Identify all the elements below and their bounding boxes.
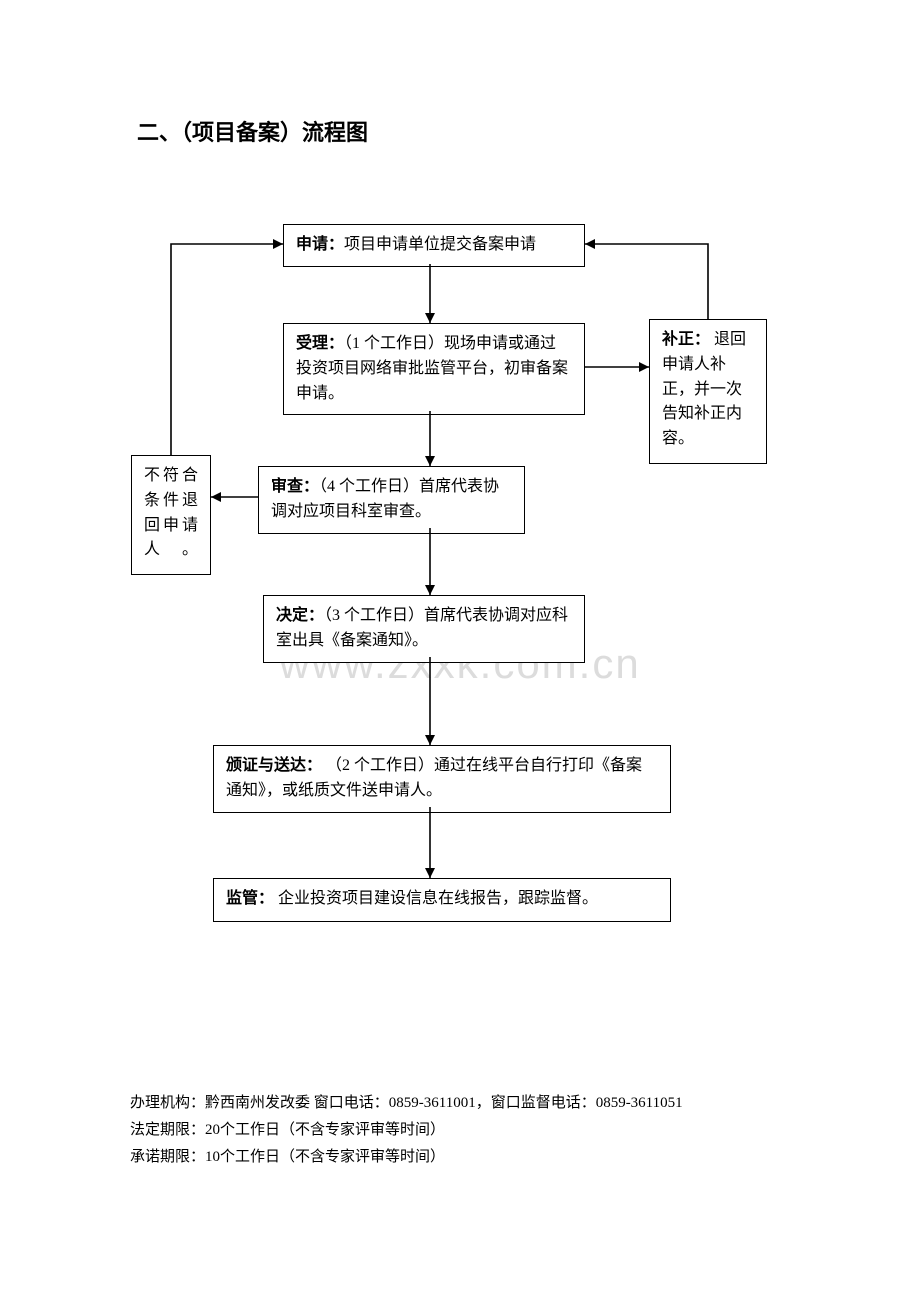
footer-line-2: 法定期限：20个工作日（不含专家评审等时间） xyxy=(130,1117,683,1144)
node-correct-body: 退回申请人补正，并一次告知补正内容。 xyxy=(662,331,746,447)
node-apply-lead: 申请： xyxy=(296,236,344,253)
node-decide: 决定：（3 个工作日）首席代表协调对应科室出具《备案通知》。 xyxy=(263,595,585,663)
node-issue-lead: 颁证与送达： xyxy=(226,757,322,774)
node-review-lead: 审查： xyxy=(271,478,319,495)
node-monitor-lead: 监管： xyxy=(226,890,274,907)
node-accept-lead: 受理： xyxy=(296,335,344,352)
node-review: 审查：（4 个工作日）首席代表协调对应项目科室审查。 xyxy=(258,466,525,534)
node-apply: 申请：项目申请单位提交备案申请 xyxy=(283,224,585,267)
node-correct-lead: 补正： xyxy=(662,331,710,348)
node-accept: 受理：（1 个工作日）现场申请或通过投资项目网络审批监管平台，初审备案申请。 xyxy=(283,323,585,415)
footer: 办理机构：黔西南州发改委 窗口电话：0859-3611001，窗口监督电话：08… xyxy=(130,1090,683,1171)
node-apply-body: 项目申请单位提交备案申请 xyxy=(344,236,536,253)
node-issue: 颁证与送达： （2 个工作日）通过在线平台自行打印《备案通知》，或纸质文件送申请… xyxy=(213,745,671,813)
node-decide-lead: 决定： xyxy=(276,607,324,624)
node-monitor-body: 企业投资项目建设信息在线报告，跟踪监督。 xyxy=(274,890,598,907)
node-reject-body: 不符合条件退回申请人。 xyxy=(144,467,198,558)
footer-line-3: 承诺期限：10个工作日（不含专家评审等时间） xyxy=(130,1144,683,1171)
page-title: 二、（项目备案）流程图 xyxy=(137,115,368,147)
node-correct: 补正： 退回申请人补正，并一次告知补正内容。 xyxy=(649,319,767,464)
footer-line-1: 办理机构：黔西南州发改委 窗口电话：0859-3611001，窗口监督电话：08… xyxy=(130,1090,683,1117)
node-monitor: 监管： 企业投资项目建设信息在线报告，跟踪监督。 xyxy=(213,878,671,922)
node-reject: 不符合条件退回申请人。 xyxy=(131,455,211,575)
